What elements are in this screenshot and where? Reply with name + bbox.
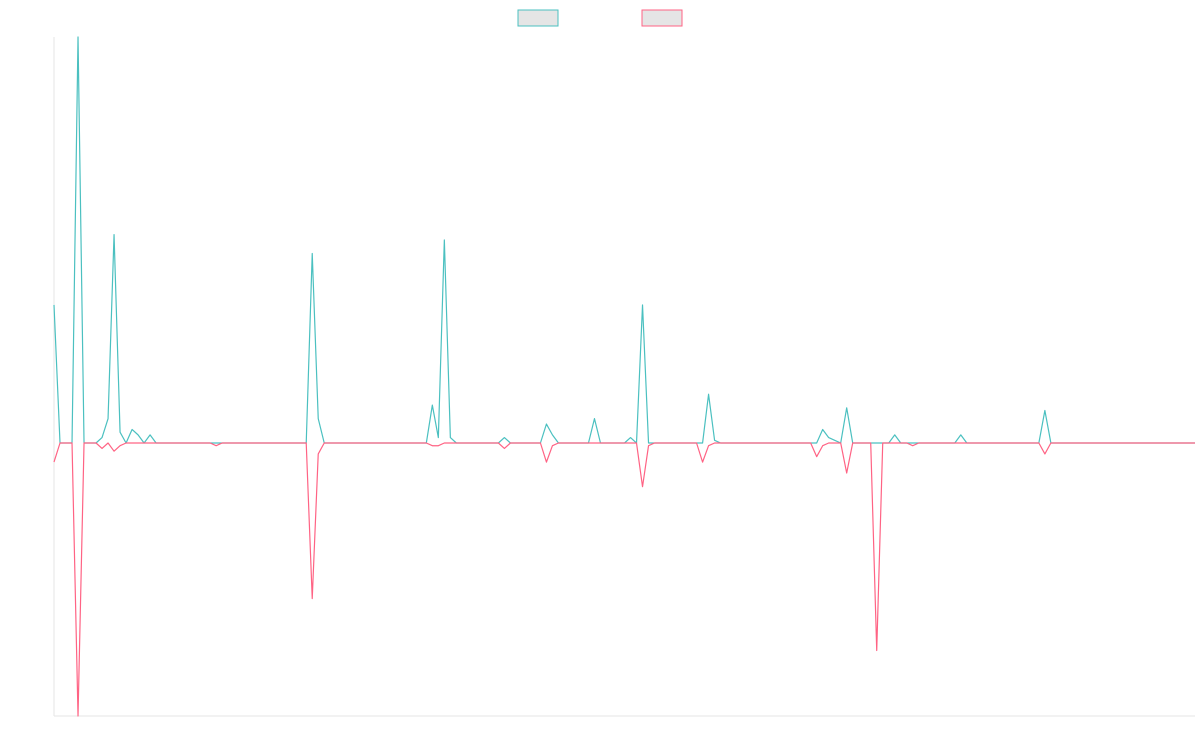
series-line bbox=[53, 442, 1195, 717]
legend-swatch-2 bbox=[641, 9, 683, 27]
legend bbox=[517, 9, 683, 27]
series-line bbox=[53, 36, 1195, 444]
series-layer bbox=[53, 36, 1195, 717]
series-2 bbox=[53, 442, 1195, 717]
axes bbox=[53, 37, 1195, 717]
series-1 bbox=[53, 36, 1195, 444]
legend-swatch-1 bbox=[517, 9, 559, 27]
